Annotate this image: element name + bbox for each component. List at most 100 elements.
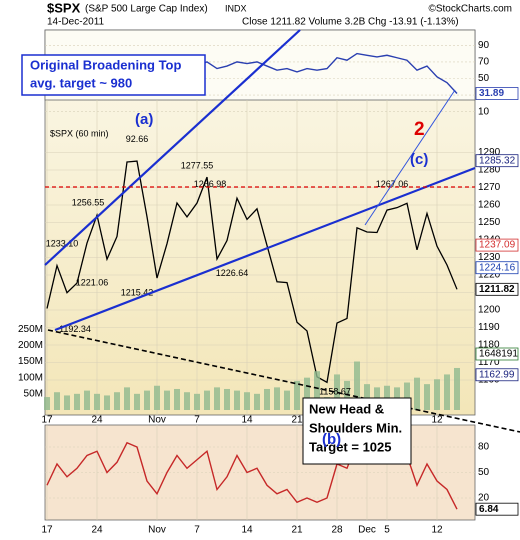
- volume-bar: [254, 393, 260, 410]
- annotation-box: [302, 397, 412, 465]
- x-tick-label: 28: [331, 525, 343, 536]
- point-label: 1215.42: [121, 287, 154, 297]
- volume-bar: [44, 397, 50, 410]
- y-tick-label: 1290: [478, 147, 501, 158]
- value-label: 1224.16: [479, 262, 516, 273]
- value-box: [475, 87, 519, 100]
- value-label: 1237.09: [479, 240, 516, 251]
- y-tick-label: 1260: [478, 200, 501, 211]
- volume-bar: [334, 374, 340, 410]
- volume-bar: [74, 393, 80, 410]
- volume-bar: [224, 388, 230, 410]
- y-tick-label: 1280: [478, 165, 501, 176]
- volume-bar: [454, 367, 460, 410]
- panel-title: $SPX (60 min): [50, 128, 109, 138]
- trendlines: [44, 29, 520, 433]
- y-tick-label: 1220: [478, 270, 501, 281]
- volume-bar: [64, 395, 70, 410]
- x-tick-label: 21: [291, 525, 303, 536]
- volume-bar: [354, 361, 360, 410]
- volume-bar: [294, 380, 300, 410]
- y-tick-label: 250M: [18, 324, 43, 335]
- wave-label: (b): [322, 431, 341, 448]
- y-tick-label: 100M: [18, 372, 43, 383]
- value-box: [475, 347, 519, 361]
- volume-bar: [284, 390, 290, 410]
- point-label: 92.66: [126, 134, 149, 144]
- y-tick-label: 50: [478, 73, 490, 84]
- volume-bar: [184, 392, 190, 410]
- volume-bar: [404, 382, 410, 410]
- value-label: 1285.32: [479, 155, 516, 166]
- annotation: avg. target ~ 980: [30, 75, 132, 90]
- x-tick-label: 14: [241, 525, 253, 536]
- value-box: [475, 154, 519, 168]
- y-tick-label: 1250: [478, 217, 501, 228]
- volume-bar: [104, 395, 110, 410]
- volume-bar: [194, 393, 200, 410]
- volume-bar: [54, 392, 60, 410]
- x-tick-label: 17: [41, 525, 53, 536]
- annotation: Target = 1025: [309, 439, 392, 454]
- y-tick-label: 200M: [18, 340, 43, 351]
- trendline: [54, 166, 476, 332]
- x-tick-label: 24: [91, 525, 103, 536]
- value-label: 31.89: [479, 88, 504, 99]
- volume-bar: [154, 385, 160, 410]
- y-tick-label: 50: [478, 467, 490, 478]
- volume-bar: [164, 390, 170, 410]
- x-tick-label: 5: [384, 525, 390, 536]
- volume-bar: [364, 384, 370, 410]
- x-tick-label: 21: [291, 415, 303, 426]
- x-tick-label: 17: [41, 415, 53, 426]
- volume-bar: [434, 379, 440, 410]
- annotation-box: [21, 54, 206, 96]
- exchange: INDX: [225, 3, 247, 13]
- value-box: [475, 261, 519, 275]
- value-box: [475, 502, 519, 516]
- volume-bar: [94, 393, 100, 410]
- volume-bar: [414, 377, 420, 410]
- index-name: (S&P 500 Large Cap Index): [85, 4, 208, 15]
- y-tick-label: 80: [478, 442, 490, 453]
- x-tick-label: Dec: [358, 525, 376, 536]
- annotation: Original Broadening Top: [30, 57, 181, 72]
- volume-bar: [304, 377, 310, 410]
- point-label: 1221.06: [76, 278, 109, 288]
- volume-bar: [424, 384, 430, 410]
- volume-bar: [244, 392, 250, 410]
- x-tick-label: 12: [431, 525, 443, 536]
- wave-label: (a): [135, 111, 153, 128]
- y-tick-label: 1200: [478, 305, 501, 316]
- y-tick-label: 50M: [24, 388, 43, 399]
- point-label: 1266.98: [194, 179, 227, 189]
- volume-bar: [444, 374, 450, 410]
- volume-bar: [84, 390, 90, 410]
- value-box: [475, 238, 519, 252]
- point-label: 1233.10: [46, 238, 79, 248]
- x-tick-label: 7: [194, 415, 200, 426]
- point-label: 1192.34: [59, 324, 91, 334]
- date: 14-Dec-2011: [47, 17, 105, 28]
- volume-bar: [234, 390, 240, 410]
- y-tick-label: 1190: [478, 322, 500, 333]
- x-tick-label: Nov: [148, 525, 166, 536]
- symbol: $SPX: [47, 0, 81, 15]
- volume-bar: [114, 392, 120, 410]
- volume-bar: [344, 380, 350, 410]
- y-tick-label: 1230: [478, 252, 501, 263]
- volume-bar: [134, 393, 140, 410]
- annotation: Shoulders Min.: [309, 420, 402, 435]
- y-tick-label: 150M: [18, 356, 43, 367]
- value-label: 1211.82: [479, 284, 515, 295]
- y-tick-label: 1180: [478, 340, 500, 351]
- trendline: [44, 29, 301, 266]
- channel-line: [364, 89, 456, 226]
- x-tick-label: 7: [194, 525, 200, 536]
- value-box: [475, 368, 519, 382]
- y-tick-label: 90: [478, 40, 490, 51]
- series-line: [46, 160, 458, 384]
- y-tick-label: 20: [478, 493, 490, 504]
- y-tick-label: 70: [478, 57, 490, 68]
